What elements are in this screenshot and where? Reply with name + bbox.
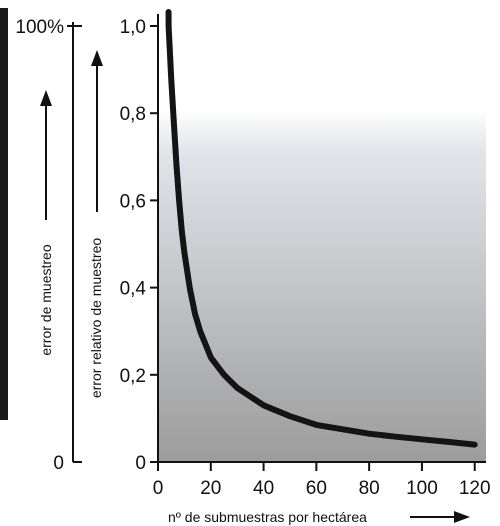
y-axis-title: error relativo de muestreo [88, 238, 104, 399]
x-tick-label: 100 [406, 478, 438, 499]
y-tick-label: 0,2 [120, 366, 146, 387]
x-tick-label: 80 [359, 478, 380, 499]
x-tick-label: 120 [459, 478, 491, 499]
y-axis-arrow [91, 50, 103, 212]
y-tick-label: 0,8 [120, 104, 146, 125]
outer-tick-label-top: 100% [15, 17, 64, 38]
outer-tick-label-bottom: 0 [53, 453, 64, 474]
error-curve [165, 9, 478, 448]
plot-background [158, 110, 486, 462]
outer-axis-title: error de muestreo [38, 244, 54, 355]
x-tick-label: 0 [153, 478, 164, 499]
outer-axis-arrow [40, 90, 52, 220]
y-tick-label: 0 [135, 453, 146, 474]
y-tick-label: 0,4 [120, 279, 147, 300]
x-axis-title: nº de submuestras por hectárea [168, 509, 367, 525]
page-edge-bar [0, 8, 8, 420]
x-tick-label: 20 [200, 478, 221, 499]
y-tick-label: 1,0 [120, 17, 146, 38]
x-tick-label: 40 [253, 478, 274, 499]
x-axis-arrow [410, 511, 470, 523]
y-tick-label: 0,6 [120, 191, 146, 212]
x-tick-label: 60 [306, 478, 327, 499]
